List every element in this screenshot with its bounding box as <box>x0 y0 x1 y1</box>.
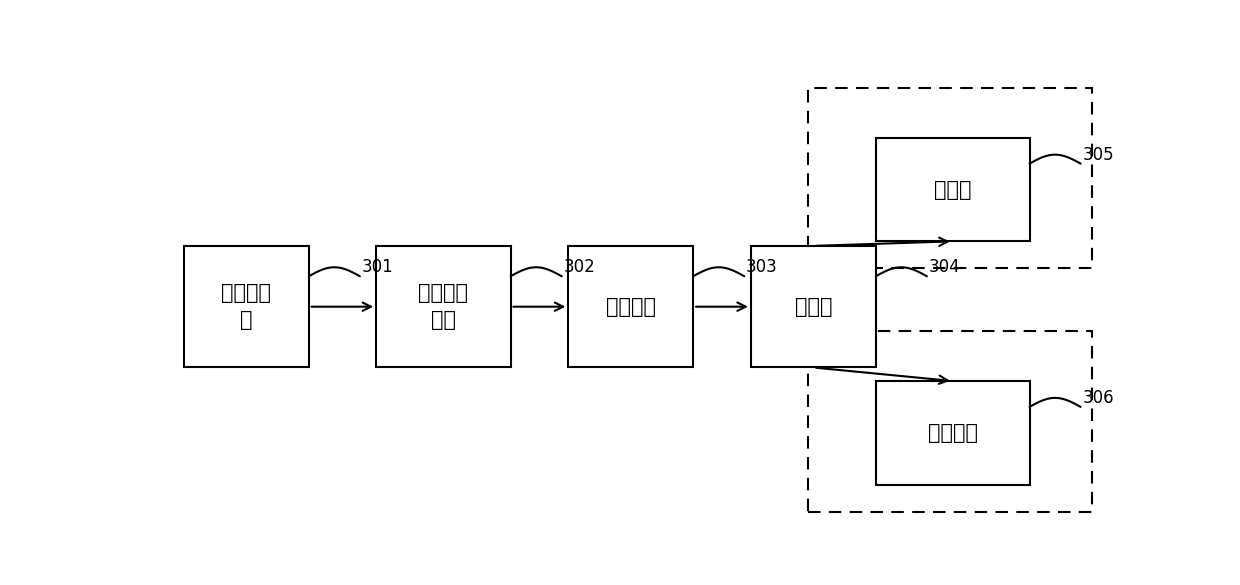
Text: 显示屏: 显示屏 <box>934 180 971 199</box>
Text: 量程转换
电路: 量程转换 电路 <box>418 284 469 330</box>
Text: 303: 303 <box>746 258 777 276</box>
Text: 301: 301 <box>362 258 393 276</box>
Text: 304: 304 <box>929 258 960 276</box>
Bar <box>808 332 1092 512</box>
Text: 单片机: 单片机 <box>795 297 832 316</box>
Bar <box>751 246 875 367</box>
Bar <box>376 246 511 367</box>
Text: 警报装置: 警报装置 <box>928 423 977 443</box>
Text: 306: 306 <box>1083 389 1114 407</box>
Bar <box>875 138 1029 242</box>
Text: 滤波设备: 滤波设备 <box>605 297 656 316</box>
Bar <box>808 88 1092 269</box>
Text: 305: 305 <box>1083 146 1114 164</box>
Bar <box>875 381 1029 484</box>
Text: 电流传感
器: 电流传感 器 <box>221 284 272 330</box>
Text: 302: 302 <box>563 258 595 276</box>
Bar <box>568 246 693 367</box>
Bar <box>184 246 309 367</box>
